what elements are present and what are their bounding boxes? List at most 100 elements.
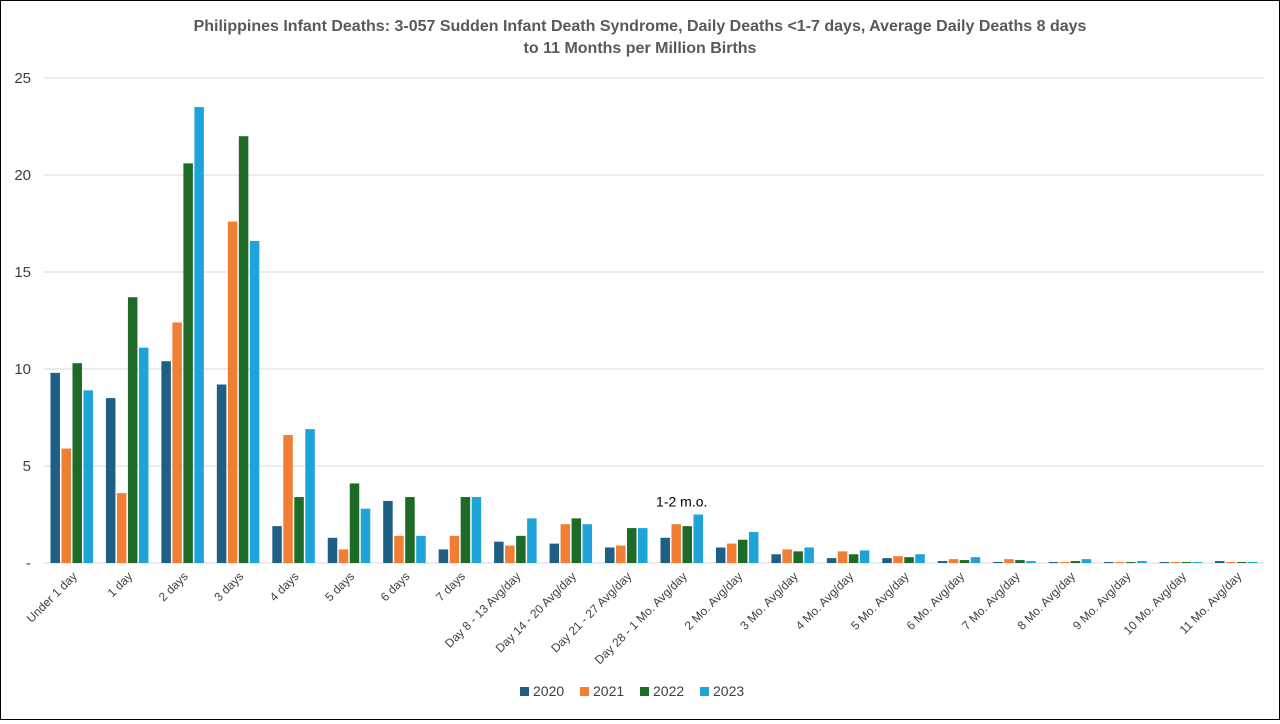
bar-2020-5 bbox=[327, 537, 338, 563]
bar-2022-5 bbox=[349, 483, 360, 563]
x-tick-label: 7 days bbox=[433, 569, 468, 604]
bar-2021-12 bbox=[726, 543, 737, 563]
bar-2022-6 bbox=[405, 497, 415, 563]
x-tick-label: 8 Mo. Avg/day bbox=[1015, 569, 1079, 633]
bar-2021-1 bbox=[116, 493, 127, 563]
bar-2023-18 bbox=[1081, 559, 1092, 563]
bar-2020-14 bbox=[826, 558, 837, 563]
x-tick-label: 5 Mo. Avg/day bbox=[848, 569, 912, 633]
bar-2023-14 bbox=[859, 550, 870, 563]
x-tick-label: 4 days bbox=[267, 569, 302, 604]
x-tick-label: 5 days bbox=[322, 569, 357, 604]
bar-2022-11 bbox=[682, 526, 692, 563]
bar-2022-12 bbox=[737, 539, 748, 563]
bar-2021-17 bbox=[1004, 559, 1014, 563]
bar-2020-7 bbox=[438, 549, 449, 563]
gridlines bbox=[44, 77, 1264, 564]
bar-2023-21 bbox=[1248, 562, 1258, 563]
bar-2020-0 bbox=[50, 372, 60, 563]
bar-2020-3 bbox=[216, 384, 227, 563]
x-tick-label: 2 Mo. Avg/day bbox=[682, 569, 746, 633]
bar-2020-13 bbox=[771, 554, 781, 563]
bar-2020-19 bbox=[1104, 562, 1114, 563]
bar-2021-13 bbox=[782, 549, 792, 563]
x-tick-label: 6 days bbox=[378, 569, 413, 604]
bar-2023-15 bbox=[915, 554, 925, 563]
bar-2022-3 bbox=[238, 136, 249, 563]
y-tick-label: 10 bbox=[14, 361, 31, 378]
bar-2022-2 bbox=[183, 163, 193, 564]
legend: 2020 2021 2022 2023 bbox=[520, 683, 744, 699]
bar-2022-17 bbox=[1015, 560, 1025, 563]
y-tick-label: 5 bbox=[23, 458, 31, 475]
bar-2022-18 bbox=[1070, 561, 1081, 563]
bar-2022-21 bbox=[1237, 562, 1247, 563]
chart-title-line-1: Philippines Infant Deaths: 3-057 Sudden … bbox=[194, 18, 1087, 35]
bar-2023-9 bbox=[582, 524, 593, 563]
bar-2021-7 bbox=[449, 535, 460, 563]
bar-2021-16 bbox=[948, 559, 959, 563]
bar-2021-18 bbox=[1059, 562, 1070, 563]
bar-2022-0 bbox=[72, 363, 82, 563]
bar-2020-1 bbox=[105, 398, 116, 563]
y-tick-label: 20 bbox=[14, 167, 31, 184]
legend-swatch-2023 bbox=[700, 687, 709, 696]
bar-2021-20 bbox=[1170, 562, 1181, 563]
bar-2020-15 bbox=[882, 558, 892, 563]
legend-swatch-2021 bbox=[580, 687, 589, 696]
bar-2021-3 bbox=[227, 221, 238, 563]
bar-2021-14 bbox=[837, 551, 848, 563]
bar-2023-4 bbox=[305, 429, 315, 563]
bar-2023-1 bbox=[138, 347, 149, 563]
bar-2021-9 bbox=[560, 524, 571, 563]
annotation-label: 1-2 m.o. bbox=[656, 494, 707, 510]
bar-2021-10 bbox=[616, 545, 626, 563]
bar-2022-8 bbox=[516, 535, 526, 563]
x-tick-label: Under 1 day bbox=[24, 569, 80, 625]
bar-2021-19 bbox=[1115, 562, 1125, 563]
bar-2021-2 bbox=[172, 322, 182, 563]
bar-2020-6 bbox=[383, 500, 393, 563]
bar-2022-13 bbox=[793, 551, 803, 563]
bar-2020-9 bbox=[549, 543, 560, 563]
y-axis: - 5 10 15 20 25 bbox=[14, 70, 31, 572]
bar-2022-19 bbox=[1126, 562, 1136, 563]
legend-label-2023: 2023 bbox=[713, 683, 744, 699]
bar-2022-15 bbox=[904, 557, 914, 563]
bar-2023-8 bbox=[527, 518, 537, 563]
bar-2023-3 bbox=[249, 240, 260, 563]
bar-2021-0 bbox=[61, 448, 71, 563]
y-tick-label: 25 bbox=[14, 70, 31, 87]
bar-2023-13 bbox=[804, 547, 814, 563]
bar-2020-10 bbox=[605, 547, 615, 563]
bars bbox=[50, 107, 1258, 564]
x-tick-label: 3 Mo. Avg/day bbox=[737, 569, 801, 633]
legend-label-2021: 2021 bbox=[593, 683, 624, 699]
x-tick-label: 7 Mo. Avg/day bbox=[959, 569, 1023, 633]
x-tick-label: 1 day bbox=[105, 569, 136, 600]
bar-2022-20 bbox=[1181, 562, 1192, 563]
bar-2021-5 bbox=[338, 549, 349, 563]
bar-2020-18 bbox=[1048, 562, 1059, 563]
bar-2022-7 bbox=[460, 497, 471, 563]
bar-2021-8 bbox=[505, 545, 515, 563]
x-tick-label: Day 28 - 1 Mo. Avg/day bbox=[592, 569, 690, 667]
bar-2020-12 bbox=[715, 547, 726, 563]
bar-2023-6 bbox=[416, 535, 426, 563]
legend-label-2022: 2022 bbox=[653, 683, 684, 699]
bar-2020-4 bbox=[272, 526, 282, 563]
bar-2023-2 bbox=[194, 107, 204, 563]
x-axis: Under 1 day 1 day 2 days 3 days 4 days 5 days… bbox=[24, 569, 1245, 667]
legend-label-2020: 2020 bbox=[533, 683, 564, 699]
bar-2023-19 bbox=[1137, 561, 1147, 563]
bar-2021-4 bbox=[283, 434, 293, 563]
bar-2023-12 bbox=[748, 531, 759, 563]
bar-2022-4 bbox=[294, 497, 304, 563]
bar-2023-5 bbox=[360, 508, 371, 563]
x-tick-label: 4 Mo. Avg/day bbox=[793, 569, 857, 633]
bar-2023-20 bbox=[1192, 562, 1203, 563]
chart-title-line-2: to 11 Months per Million Births bbox=[524, 40, 757, 57]
x-tick-label: 6 Mo. Avg/day bbox=[904, 569, 968, 633]
y-tick-label: 15 bbox=[14, 264, 31, 281]
